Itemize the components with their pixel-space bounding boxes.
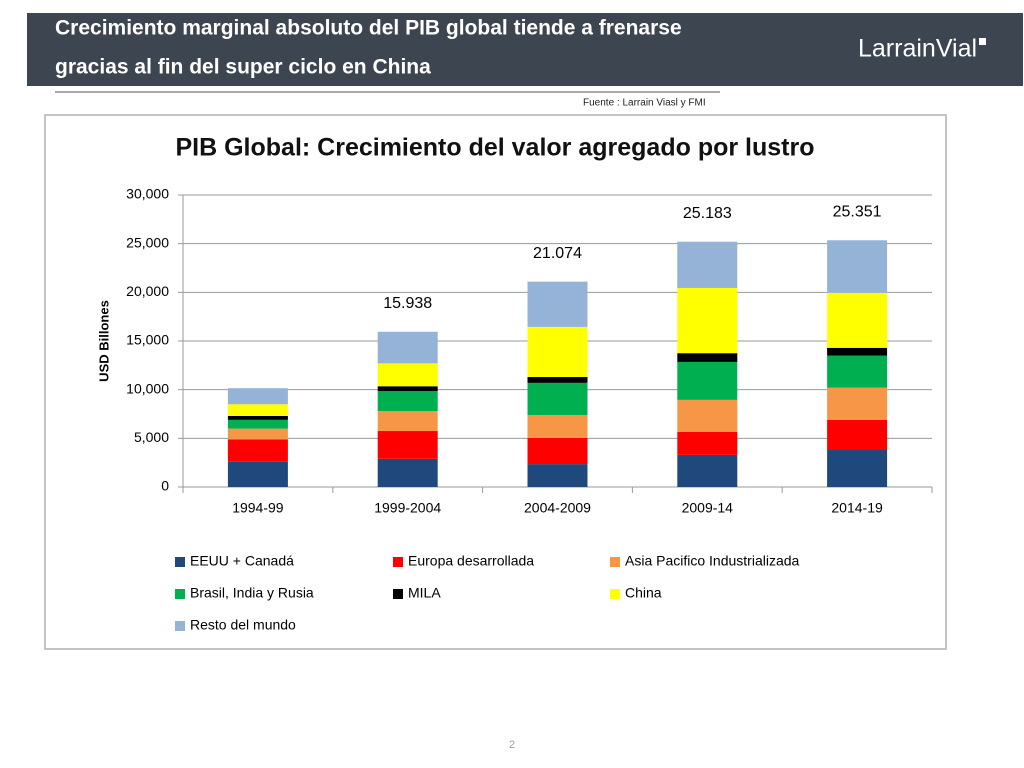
legend-label: Europa desarrollada — [408, 553, 534, 569]
total-label: 21.074 — [533, 245, 582, 262]
bar-segment — [827, 387, 888, 420]
bar-segment — [377, 411, 438, 432]
logo-square — [979, 38, 986, 45]
bar-segment — [827, 292, 888, 348]
bar-segment — [527, 464, 588, 487]
legend-swatch — [175, 589, 185, 599]
x-tick-label: 2009-14 — [682, 500, 734, 516]
bar-segment — [827, 450, 888, 487]
y-tick-label: 10,000 — [126, 380, 169, 396]
legend-swatch — [393, 557, 403, 567]
bar-segment — [527, 437, 588, 465]
bar-segment — [827, 240, 888, 293]
bar-segment — [677, 353, 738, 362]
bar-segment — [377, 458, 438, 487]
bar-segment — [677, 454, 738, 487]
bar-segment — [377, 331, 438, 364]
header-title: Crecimiento marginal absoluto del PIB gl… — [55, 17, 682, 40]
chart-title: PIB Global: Crecimiento del valor agrega… — [175, 134, 814, 162]
bar-segment — [527, 414, 588, 438]
legend-swatch — [175, 557, 185, 567]
legend-label: MILA — [408, 585, 441, 601]
bar-segment — [827, 419, 888, 451]
bar-segment — [227, 415, 288, 420]
total-label: 15.938 — [383, 295, 432, 312]
bar-segment — [527, 281, 588, 327]
bar-segment — [377, 431, 438, 459]
page-number: 2 — [509, 739, 515, 751]
legend-swatch — [393, 589, 403, 599]
source: Fuente : Larrain Viasl y FMI — [583, 98, 706, 109]
bar-segment — [377, 386, 438, 392]
chart-frame — [44, 114, 947, 650]
x-tick-label: 2004-2009 — [524, 500, 591, 516]
header-bar — [27, 13, 1023, 86]
bar-segment — [677, 241, 738, 288]
y-tick-label: 15,000 — [126, 332, 169, 348]
bar-segment — [677, 399, 738, 433]
legend-label: China — [625, 585, 662, 601]
y-axis-label: USD Billones — [96, 300, 111, 382]
bar-segment — [827, 347, 888, 356]
y-tick-label: 30,000 — [126, 186, 169, 202]
bar-segment — [827, 355, 888, 388]
x-tick-label: 1994-99 — [232, 500, 284, 516]
y-tick-label: 5,000 — [134, 429, 169, 445]
bar-segment — [227, 428, 288, 440]
bar-segment — [227, 419, 288, 429]
bar-segment — [527, 326, 588, 378]
bar-segment — [227, 439, 288, 462]
bar-segment — [527, 377, 588, 383]
legend-label: EEUU + Canadá — [190, 553, 294, 569]
bar-segment — [677, 361, 738, 400]
legend-swatch — [610, 557, 620, 567]
total-label: 25.183 — [683, 205, 732, 222]
header-title: gracias al fin del super ciclo en China — [55, 56, 431, 79]
bar-segment — [677, 432, 738, 455]
logo: LarrainVial — [858, 35, 977, 63]
total-label: 25.351 — [833, 203, 882, 220]
x-tick-label: 1999-2004 — [374, 500, 441, 516]
y-tick-label: 20,000 — [126, 283, 169, 299]
legend-label: Brasil, India y Rusia — [190, 585, 314, 601]
bar-segment — [227, 388, 288, 405]
y-tick-label: 25,000 — [126, 234, 169, 250]
x-tick-label: 2014-19 — [831, 500, 883, 516]
bar-segment — [227, 461, 288, 487]
legend-label: Resto del mundo — [190, 617, 296, 633]
y-tick-label: 0 — [161, 478, 169, 494]
bar-segment — [377, 391, 438, 412]
bar-segment — [527, 382, 588, 415]
legend-swatch — [175, 621, 185, 631]
bar-segment — [377, 363, 438, 387]
legend-swatch — [610, 589, 620, 599]
legend-label: Asia Pacifico Industrializada — [625, 553, 800, 569]
bar-segment — [227, 404, 288, 416]
bar-segment — [677, 287, 738, 354]
